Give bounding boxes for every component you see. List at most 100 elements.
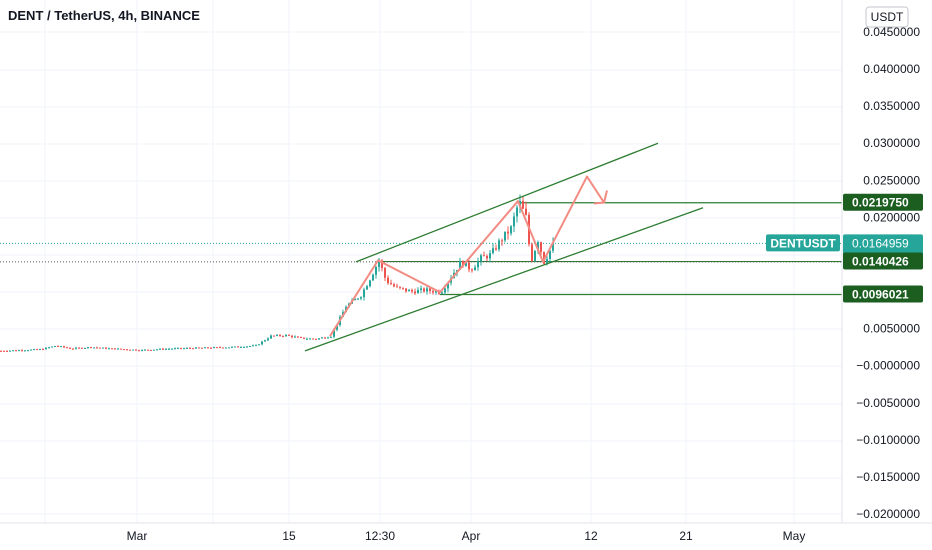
candle-body [318, 338, 320, 340]
price-tick-label: 0.0200000 [863, 210, 920, 224]
candle-body [294, 336, 296, 338]
candle-body [321, 337, 323, 339]
symbol-tag-label: DENTUSDT [770, 236, 836, 250]
candle-body [477, 261, 479, 268]
candle-body [390, 283, 392, 285]
time-tick-label: May [783, 529, 806, 543]
candle-body [471, 269, 473, 271]
candle-body [516, 207, 518, 217]
candle-body [216, 347, 218, 349]
time-tick-label: 12 [584, 529, 598, 543]
candle-body [480, 255, 482, 262]
candle-body [42, 349, 44, 351]
level-price-tag-bg [843, 252, 923, 270]
candle-body [39, 349, 41, 351]
time-tick-label: 21 [679, 529, 693, 543]
candle-body [426, 288, 428, 292]
candle-body [3, 350, 5, 352]
currency-button[interactable]: USDT [865, 6, 909, 28]
candle-body [282, 335, 284, 337]
candle-body [279, 334, 281, 336]
candle-body [78, 347, 80, 349]
candle-body [192, 348, 194, 350]
candle-body [84, 347, 86, 349]
candle-body [354, 298, 356, 301]
candle-body [459, 261, 461, 270]
candle-body [141, 349, 143, 351]
level-price-tag-bg [843, 193, 923, 211]
candle-body [69, 347, 71, 349]
candle-body [276, 334, 278, 336]
candle-body [447, 282, 449, 289]
candle-body [57, 345, 59, 347]
candle-body [408, 290, 410, 292]
candle-body [297, 336, 299, 338]
candle-body [336, 324, 338, 330]
candle-body [150, 349, 152, 351]
candle-body [372, 274, 374, 281]
candle-body [165, 348, 167, 350]
candle-body [108, 348, 110, 350]
candle-body [51, 346, 53, 348]
candle-body [129, 349, 131, 351]
candle-body [90, 347, 92, 349]
time-tick-label: 15 [282, 529, 296, 543]
level-price-tag-bg [843, 285, 923, 303]
candle-body [213, 347, 215, 349]
candle-body [111, 348, 113, 350]
candle-body [300, 337, 302, 339]
candle-body [168, 348, 170, 350]
price-tick-label: 0.0300000 [863, 136, 920, 150]
candle-body [138, 350, 140, 352]
candle-body [261, 341, 263, 345]
candle-body [522, 200, 524, 209]
candle-body [393, 284, 395, 287]
candle-body [444, 288, 446, 293]
price-axis[interactable]: 0.0450000 0.0400000 0.0350000 0.0300000 0.02… [856, 25, 920, 521]
price-tick-label: −0.0150000 [856, 470, 920, 484]
candle-body [18, 350, 20, 352]
candle-body [189, 347, 191, 349]
candle-body [153, 349, 155, 351]
candle-body [360, 297, 362, 299]
candle-body [285, 334, 287, 337]
channel-upper-line [355, 142, 659, 263]
candle-body [123, 349, 125, 351]
candle-body [399, 286, 401, 288]
level-price-value: 0.0140426 [852, 255, 909, 269]
candle-body [237, 346, 239, 348]
candle-body [327, 337, 329, 339]
candle-body [303, 337, 305, 339]
price-tick-label: 0.0350000 [863, 99, 920, 113]
candle-body [252, 345, 254, 347]
candle-body [483, 255, 485, 257]
candle-body [330, 336, 332, 338]
time-tick-label: Mar [127, 529, 148, 543]
price-tick-label: 0.0400000 [863, 62, 920, 76]
candle-body [306, 338, 308, 340]
candle-body [198, 347, 200, 349]
candle-body [387, 277, 389, 284]
candle-body [267, 338, 269, 341]
price-tags: DENTUSDT0.016495901:14:580.02197500.0140… [766, 193, 923, 303]
time-axis[interactable]: Mar 15 12:30 Apr 12 21 May [127, 529, 806, 543]
candle-body [423, 288, 425, 292]
candle-body [180, 347, 182, 349]
candle-body [30, 349, 32, 351]
candle-body [66, 347, 68, 349]
candle-body [369, 280, 371, 287]
candle-body [378, 260, 380, 268]
candle-body [177, 347, 179, 349]
trend-drawings [304, 142, 704, 352]
candle-body [15, 350, 17, 352]
candle-body [462, 261, 464, 267]
candle-body [540, 242, 542, 252]
candle-body [105, 347, 107, 349]
candle-body [234, 346, 236, 348]
candle-body [183, 348, 185, 350]
candle-body [117, 348, 119, 350]
candle-body [222, 347, 224, 349]
candle-body [468, 262, 470, 270]
candle-body [249, 346, 251, 348]
